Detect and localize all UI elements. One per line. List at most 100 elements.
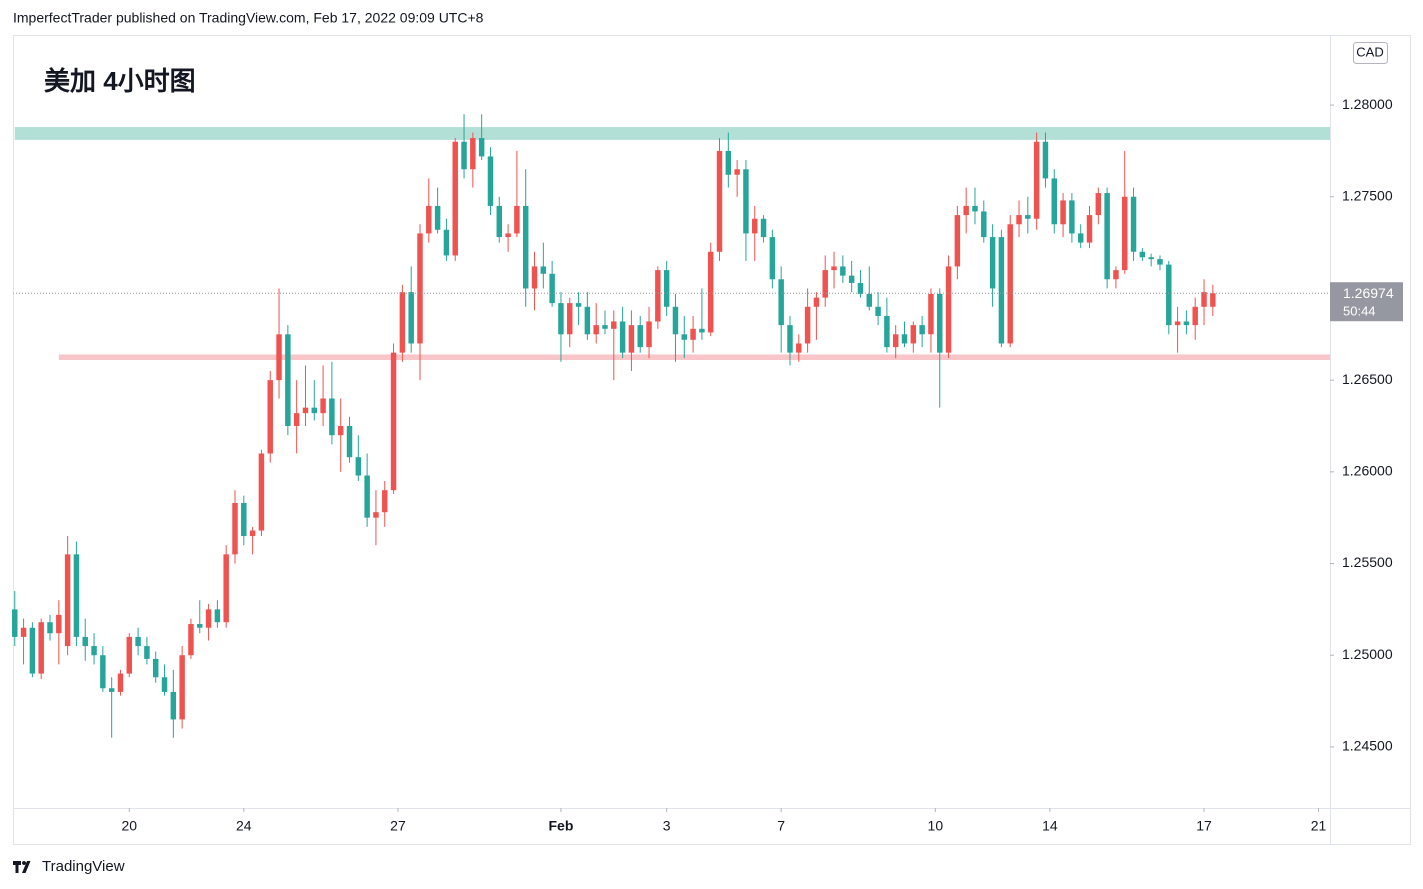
candle-body	[910, 325, 917, 344]
candle-body	[487, 156, 494, 206]
candle-body	[655, 270, 661, 322]
candle-body	[954, 215, 961, 267]
candle-body	[1210, 293, 1216, 307]
candle-body	[373, 512, 379, 518]
candle-body	[540, 266, 547, 274]
candle-body	[364, 475, 370, 518]
candle-body	[470, 138, 476, 170]
x-tick-label: 27	[390, 818, 406, 834]
header: ImperfectTrader published on TradingView…	[13, 10, 484, 26]
candle-body	[478, 138, 485, 157]
x-tick-label: 10	[928, 818, 944, 834]
candle-body	[56, 614, 62, 634]
candle-body	[1069, 200, 1075, 234]
candle-body	[558, 303, 564, 335]
footer-logo: TradingView	[13, 858, 125, 875]
candle-body	[1183, 321, 1190, 326]
candle-body	[699, 328, 705, 333]
candle-body	[840, 266, 846, 276]
candle-body	[796, 343, 802, 353]
candle-body	[505, 233, 511, 238]
candle-body	[293, 413, 300, 426]
candle-body	[117, 673, 124, 692]
candle-body	[734, 169, 740, 175]
candle-body	[919, 325, 925, 335]
candle-body	[866, 293, 873, 307]
candle-body	[73, 554, 80, 637]
y-tick-label: 1.26500	[1342, 371, 1393, 387]
frame	[13, 35, 1411, 845]
candle-body	[787, 325, 793, 353]
candle-body	[1007, 224, 1013, 344]
candle-body	[848, 275, 855, 283]
x-tick-label: 17	[1196, 818, 1212, 834]
x-tick-label: 14	[1042, 818, 1058, 834]
candle-body	[443, 229, 450, 256]
candle-body	[1033, 141, 1040, 219]
candle-body	[135, 636, 141, 647]
logo-icon	[13, 861, 31, 873]
last-price-box	[1330, 282, 1403, 322]
candle-body	[188, 624, 194, 656]
candle-body	[1166, 264, 1172, 326]
candle-body	[945, 266, 952, 353]
candle-body	[390, 352, 397, 491]
candle-body	[144, 646, 150, 659]
candle-body	[822, 270, 828, 298]
candle-body	[461, 141, 467, 170]
candle-body	[619, 321, 626, 353]
candle-body	[628, 325, 635, 353]
x-tick-label: 21	[1311, 818, 1327, 834]
candle-body	[981, 211, 987, 238]
candle-body	[1130, 196, 1137, 252]
candle-body	[258, 453, 265, 531]
candle-body	[531, 266, 538, 289]
candle-body	[223, 554, 229, 623]
x-tick-label: 20	[121, 818, 137, 834]
candle-body	[276, 334, 282, 381]
candle-body	[1077, 233, 1084, 243]
candle-body	[690, 328, 696, 340]
candle-body	[1086, 215, 1093, 243]
candle-body	[399, 292, 406, 353]
candle-body	[593, 325, 599, 335]
candle-body	[672, 306, 679, 335]
candle-body	[1060, 200, 1066, 225]
candle-body	[161, 677, 168, 692]
candle-body	[100, 655, 106, 689]
candle-body	[267, 380, 273, 454]
candle-body	[108, 688, 115, 692]
candle-body	[743, 169, 749, 234]
candle-body	[382, 490, 388, 513]
candle-body	[1051, 178, 1057, 225]
candle-body	[707, 251, 714, 333]
candle-body	[875, 306, 881, 316]
candle-body	[205, 609, 212, 628]
candle-body	[408, 292, 414, 344]
chart-title: 美加 4小时图	[44, 66, 196, 96]
candle-body	[901, 334, 908, 344]
candle-body	[337, 425, 344, 436]
candle-body	[884, 315, 890, 348]
candle-body	[1192, 306, 1198, 326]
candle-body	[1016, 215, 1022, 225]
candle-body	[937, 293, 943, 353]
y-tick-label: 1.28000	[1342, 96, 1393, 112]
candle-body	[716, 150, 723, 252]
candle-body	[892, 334, 899, 348]
candle-body	[1095, 193, 1102, 216]
candle-body	[602, 325, 608, 329]
candle-body	[232, 503, 238, 555]
footer-text: TradingView	[42, 858, 125, 875]
candle-body	[611, 321, 617, 329]
candle-body	[1025, 215, 1031, 219]
candle-body	[417, 233, 423, 344]
candle-body	[567, 303, 573, 335]
currency-box	[1353, 42, 1388, 64]
candle-body	[681, 334, 688, 340]
candle-body	[769, 237, 776, 280]
candle-body	[1042, 141, 1049, 179]
candle-body	[496, 205, 503, 238]
candle-body	[64, 554, 71, 647]
